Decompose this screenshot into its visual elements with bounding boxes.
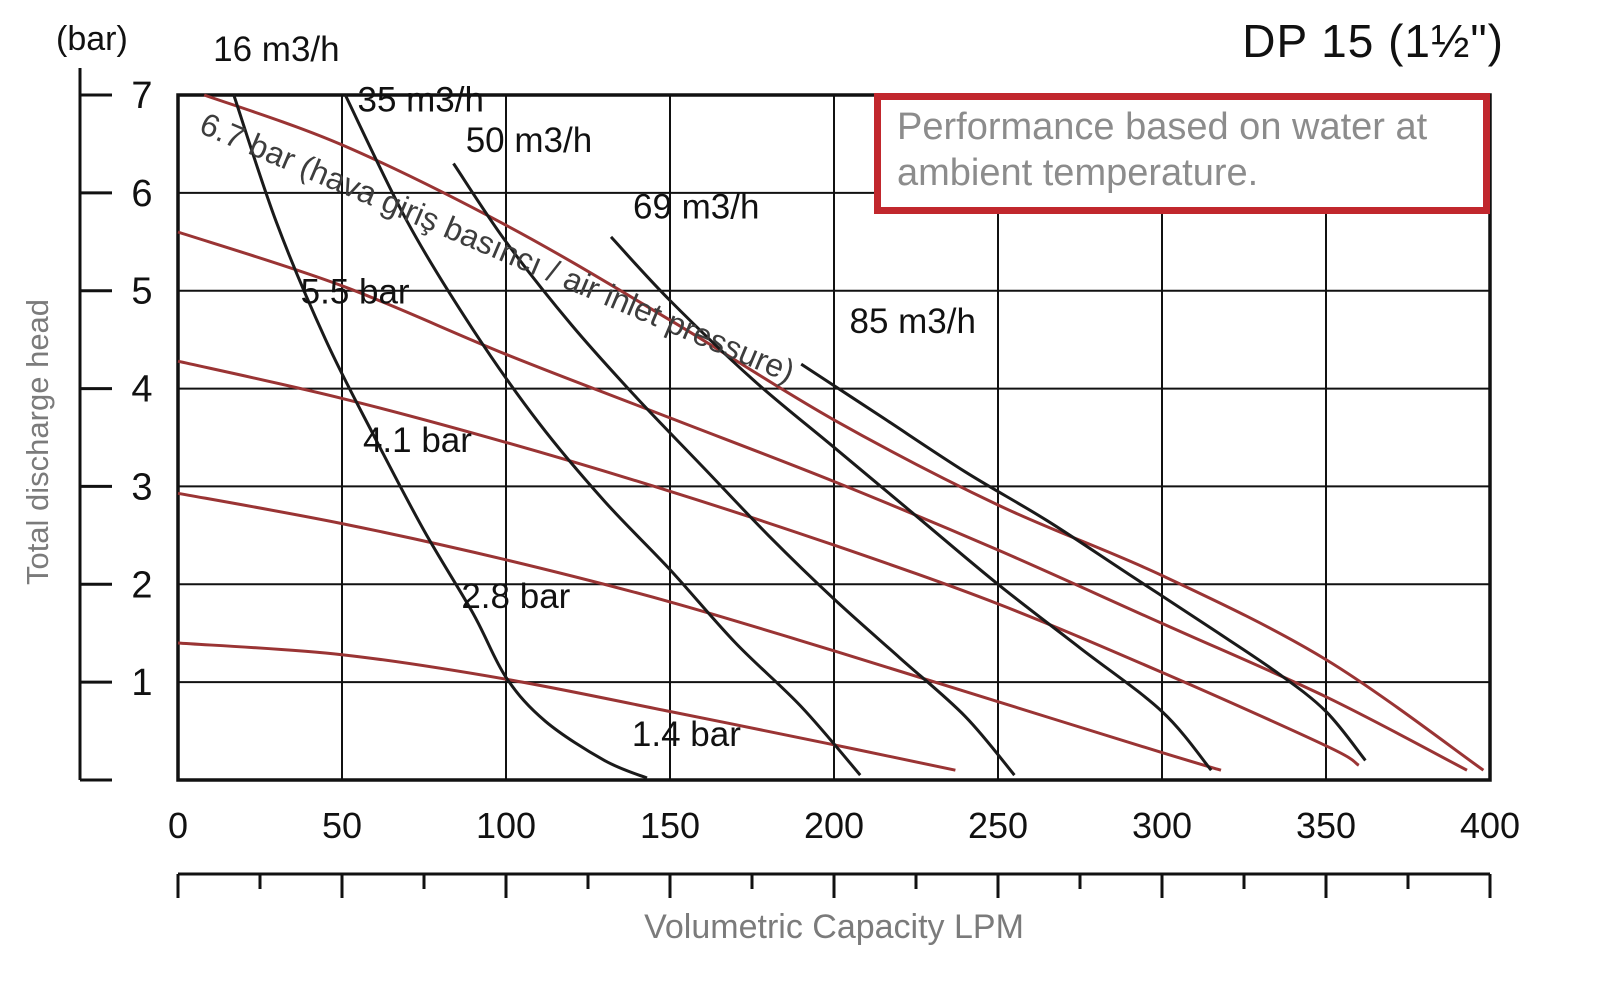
x-tick-label: 200: [804, 805, 864, 846]
x-tick-label: 400: [1460, 805, 1520, 846]
series-curve-50-m3-h: [452, 162, 1016, 777]
series-label: 69 m3/h: [633, 187, 759, 226]
page-title: DP 15 (1½"): [1242, 15, 1504, 67]
y-tick-label: 5: [131, 271, 152, 313]
series-curve-16-m3-h: [232, 94, 648, 780]
y-tick-label: 1: [131, 662, 152, 704]
x-tick-label: 0: [168, 805, 188, 846]
x-tick-label: 50: [322, 805, 362, 846]
y-tick-label: 6: [131, 173, 152, 215]
y-tick-label: 2: [131, 564, 152, 606]
x-tick-label: 300: [1132, 805, 1192, 846]
y-tick-label: 3: [131, 466, 152, 508]
series-label: 16 m3/h: [213, 30, 339, 69]
series-curve-69-m3-h: [609, 235, 1213, 772]
plot-border: [176, 93, 1492, 782]
y-tick-label: 7: [131, 75, 152, 117]
series-curve-2-8-bar: [177, 491, 1222, 772]
series-curve-1-4-bar: [177, 641, 956, 772]
series-label: 5.5 bar: [301, 272, 410, 311]
x-tick-label: 150: [640, 805, 700, 846]
series-label: 2.8 bar: [461, 577, 570, 616]
x-tick-label: 350: [1296, 805, 1356, 846]
series-curve-6-7-bar: [203, 93, 1485, 772]
series-label: 35 m3/h: [357, 81, 483, 120]
x-tick-label: 250: [968, 805, 1028, 846]
x-axis-label: Volumetric Capacity LPM: [644, 908, 1024, 946]
series-label: 85 m3/h: [849, 302, 975, 341]
series-label: 1.4 bar: [632, 715, 741, 754]
series-label: 50 m3/h: [466, 121, 592, 160]
x-tick-label: 100: [476, 805, 536, 846]
series-curve-4-1-bar: [177, 359, 1360, 767]
series-curve-85-m3-h: [800, 362, 1367, 762]
series-curve-35-m3-h: [343, 94, 862, 777]
performance-note-text: Performance based on water at ambient te…: [897, 106, 1428, 195]
series-label: 4.1 bar: [363, 421, 472, 460]
series-curve-5-5-bar: [177, 230, 1468, 772]
y-axis-unit-label: (bar): [56, 20, 128, 58]
performance-note-box: Performance based on water at ambient te…: [874, 93, 1490, 214]
y-tick-label: 4: [131, 369, 152, 411]
y-axis-label: Total discharge head: [20, 298, 55, 586]
